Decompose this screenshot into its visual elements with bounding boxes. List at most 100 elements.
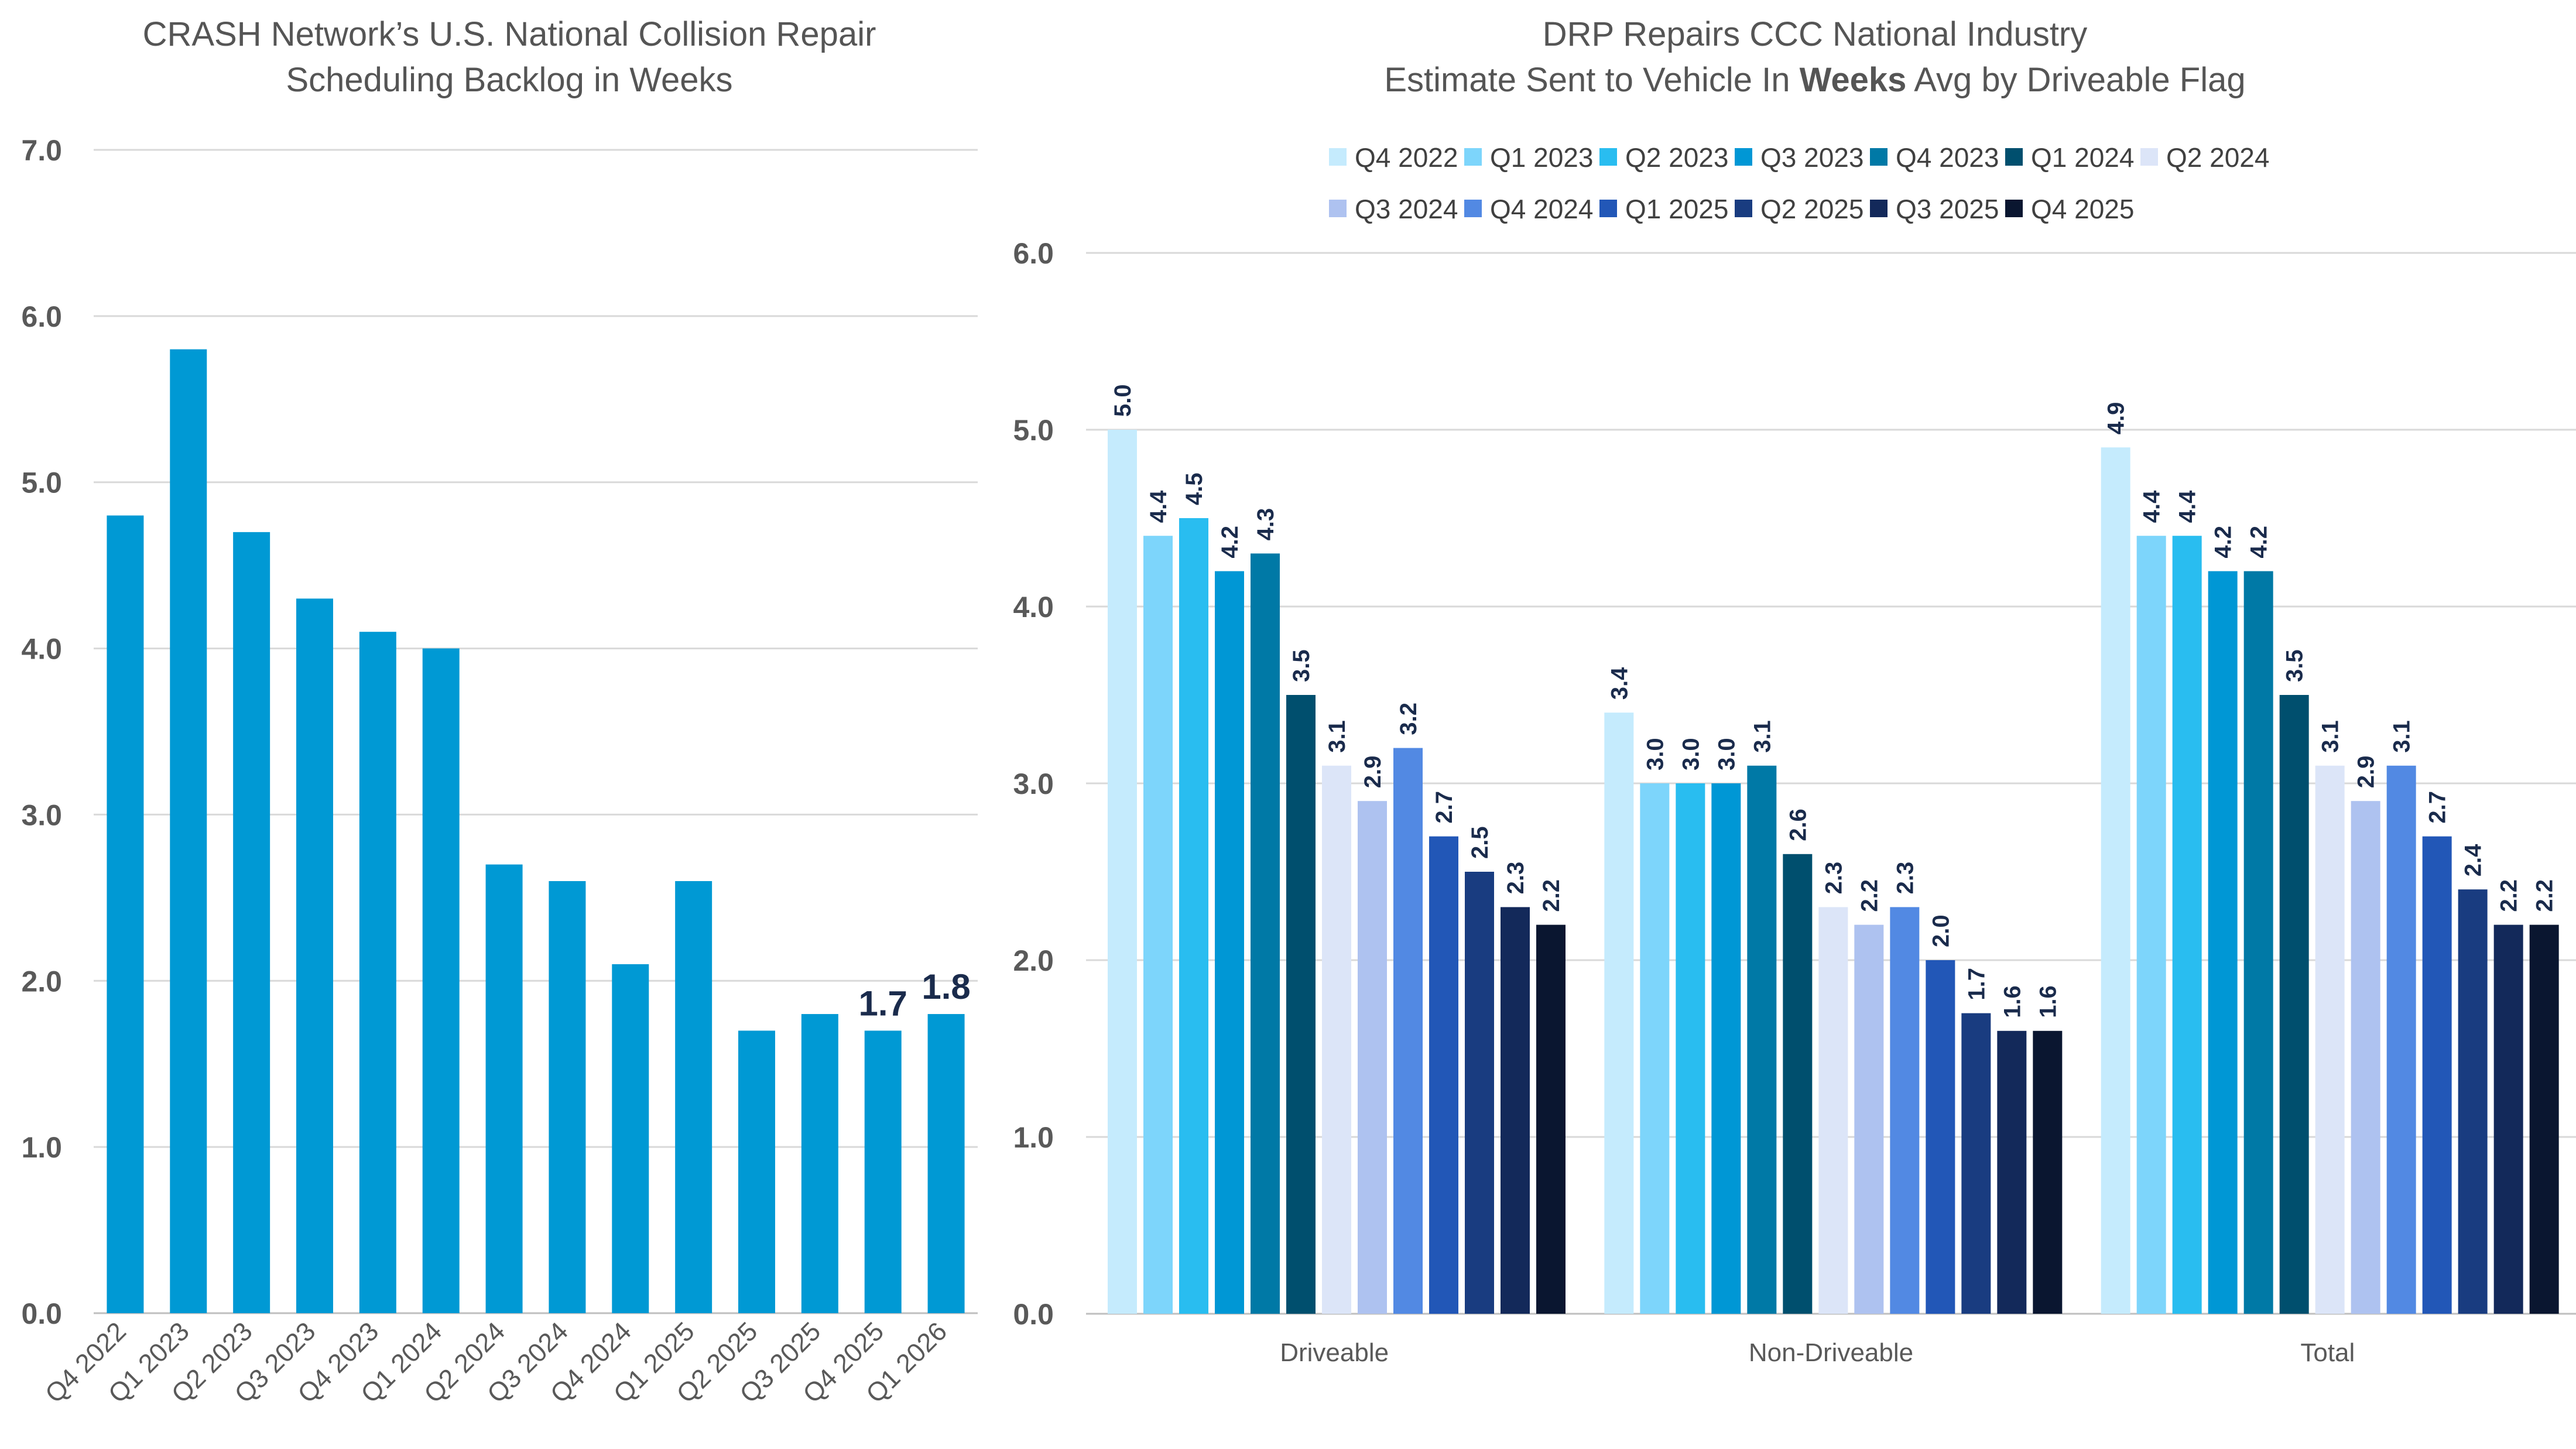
- legend-label: Q1 2025: [1625, 194, 1728, 224]
- bar-q4-2025: [864, 1030, 902, 1313]
- bar-non-driveable-q2-2025: [1961, 1013, 1991, 1314]
- title-segment: Estimate Sent to Vehicle In: [1384, 61, 1799, 99]
- data-label: 3.4: [1606, 667, 1632, 700]
- bar-total-q2-2023: [2172, 536, 2202, 1314]
- data-label: 3.5: [1289, 649, 1314, 682]
- legend-swatch: [1735, 148, 1752, 166]
- bar-q3-2023: [296, 598, 333, 1313]
- y-tick-label: 4.0: [21, 633, 62, 666]
- data-label: 2.9: [1360, 756, 1386, 789]
- data-label: 4.2: [2246, 526, 2272, 559]
- legend-swatch: [2140, 148, 2158, 166]
- data-label: 2.3: [1821, 862, 1847, 895]
- bar-q3-2025: [801, 1014, 838, 1313]
- data-label: 4.4: [2175, 490, 2201, 523]
- y-tick-label: 6.0: [21, 300, 62, 333]
- bar-driveable-q4-2025: [1536, 924, 1566, 1314]
- data-label: 2.0: [1928, 914, 1954, 947]
- chart-title-line: Estimate Sent to Vehicle In Weeks Avg by…: [1384, 61, 2245, 99]
- y-tick-label: 6.0: [1013, 237, 1054, 270]
- bar-q1-2026: [927, 1014, 965, 1313]
- data-label: 1.6: [2035, 985, 2061, 1018]
- bar-driveable-q3-2024: [1358, 801, 1387, 1314]
- legend-label: Q4 2025: [2031, 194, 2134, 224]
- bar-non-driveable-q1-2024: [1783, 854, 1813, 1314]
- data-label: 2.7: [2425, 791, 2451, 824]
- bar-total-q4-2022: [2101, 447, 2130, 1314]
- bar-driveable-q1-2025: [1429, 836, 1458, 1314]
- data-label: 4.2: [2211, 526, 2236, 559]
- data-label: 3.2: [1396, 703, 1421, 735]
- bar-total-q3-2025: [2493, 924, 2523, 1314]
- legend-swatch: [1329, 200, 1347, 217]
- y-tick-label: 3.0: [1013, 768, 1054, 800]
- data-label: 1.7: [859, 984, 907, 1023]
- bar-driveable-q2-2023: [1179, 518, 1208, 1314]
- drp-repairs-chart: DRP Repairs CCC National Industry Estimat…: [1013, 15, 2576, 1367]
- bar-driveable-q2-2024: [1322, 765, 1351, 1314]
- bar-q4-2024: [612, 964, 649, 1313]
- bar-total-q1-2024: [2279, 695, 2309, 1314]
- legend-label: Q2 2025: [1760, 194, 1864, 224]
- bar-total-q2-2025: [2458, 889, 2488, 1314]
- bar-driveable-q1-2023: [1143, 536, 1173, 1314]
- bar-q2-2024: [485, 864, 523, 1313]
- bar-driveable-q3-2025: [1501, 907, 1530, 1314]
- data-label: 2.4: [2461, 844, 2486, 876]
- bar-driveable-q3-2023: [1215, 571, 1244, 1314]
- legend-label: Q1 2024: [2031, 142, 2134, 173]
- bar-driveable-q2-2025: [1465, 872, 1494, 1314]
- data-label: 1.8: [922, 967, 970, 1006]
- data-label: 5.0: [1110, 384, 1136, 417]
- bar-non-driveable-q3-2025: [1997, 1030, 2027, 1314]
- data-label: 4.2: [1217, 526, 1243, 559]
- legend-label: Q4 2024: [1490, 194, 1593, 224]
- legend-label: Q4 2023: [1896, 142, 1999, 173]
- bar-q1-2023: [170, 349, 207, 1313]
- legend-swatch: [2005, 148, 2023, 166]
- y-tick-label: 3.0: [21, 799, 62, 831]
- y-tick-label: 0.0: [21, 1297, 62, 1330]
- legend-swatch: [1735, 200, 1752, 217]
- legend-swatch: [1464, 148, 1482, 166]
- chart-title-line: CRASH Network’s U.S. National Collision …: [143, 15, 876, 53]
- bar-non-driveable-q4-2024: [1890, 907, 1920, 1314]
- data-label: 4.5: [1181, 472, 1207, 505]
- bar-total-q3-2023: [2208, 571, 2238, 1314]
- data-label: 3.0: [1678, 738, 1704, 770]
- legend-label: Q3 2025: [1896, 194, 1999, 224]
- bar-q1-2024: [422, 648, 460, 1313]
- bar-non-driveable-q1-2023: [1640, 783, 1670, 1314]
- bar-driveable-q4-2024: [1393, 748, 1423, 1314]
- bar-total-q4-2024: [2386, 765, 2416, 1314]
- bar-q2-2023: [233, 532, 270, 1314]
- bar-non-driveable-q4-2022: [1604, 712, 1634, 1314]
- legend-swatch: [1329, 148, 1347, 166]
- data-label: 4.4: [1146, 490, 1171, 523]
- title-segment: DRP Repairs CCC National Industry: [1543, 15, 2088, 53]
- bar-non-driveable-q2-2024: [1818, 907, 1848, 1314]
- data-label: 3.1: [1324, 720, 1350, 753]
- bar-non-driveable-q4-2025: [2033, 1030, 2063, 1314]
- legend-label: Q2 2024: [2166, 142, 2269, 173]
- x-category-label: Total: [2300, 1338, 2355, 1367]
- bar-total-q3-2024: [2351, 801, 2380, 1314]
- data-label: 3.0: [1642, 738, 1668, 770]
- bar-non-driveable-q1-2025: [1926, 960, 1955, 1314]
- bar-driveable-q4-2022: [1108, 430, 1137, 1314]
- data-label: 4.4: [2139, 490, 2165, 523]
- data-label: 2.2: [2532, 879, 2558, 912]
- y-tick-label: 5.0: [1013, 414, 1054, 447]
- x-category-label: Non-Driveable: [1749, 1338, 1913, 1367]
- data-label: 2.3: [1892, 862, 1918, 895]
- bar-q4-2023: [359, 632, 396, 1313]
- title-segment: Weeks: [1800, 61, 1907, 99]
- legend-label: Q3 2024: [1355, 194, 1458, 224]
- data-label: 2.7: [1431, 791, 1457, 824]
- bar-total-q4-2025: [2529, 924, 2559, 1314]
- data-label: 1.7: [1964, 968, 1989, 1001]
- bar-total-q4-2023: [2243, 571, 2273, 1314]
- bar-q4-2022: [107, 515, 144, 1313]
- bar-non-driveable-q4-2023: [1747, 765, 1777, 1314]
- legend-label: Q3 2023: [1760, 142, 1864, 173]
